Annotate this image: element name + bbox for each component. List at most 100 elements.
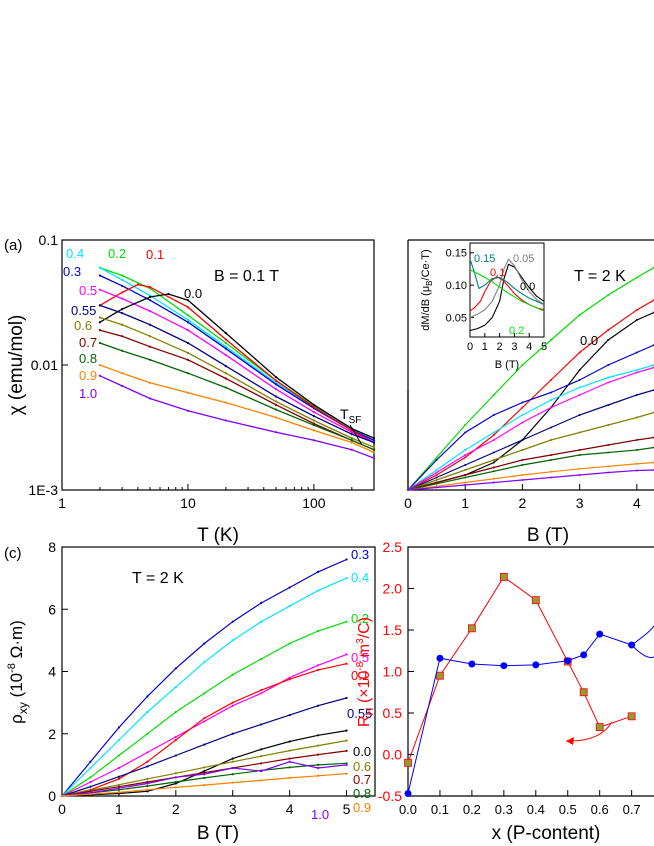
panel-b-series-0_5-line bbox=[407, 366, 654, 491]
panel-d-red-series-point-4 bbox=[531, 596, 540, 605]
panel-a-series-1_0-point-1 bbox=[120, 384, 124, 388]
panel-c-series-0_0-point-7 bbox=[260, 748, 263, 751]
panel-b-series-0_7-point-7 bbox=[607, 444, 610, 446]
panel-c-series-0_3-point-3 bbox=[146, 695, 149, 698]
panel-c-label-0_1: 0.1 bbox=[351, 668, 369, 683]
panel-b-series-0_8-point-4 bbox=[521, 464, 524, 466]
panel-c-series-1_0-point-2 bbox=[117, 787, 121, 790]
panel-a-series-1_0-point-2 bbox=[148, 397, 152, 400]
panel-b-series-1_0-point-4 bbox=[521, 479, 524, 481]
panel-d-blue-series-point-4 bbox=[532, 661, 540, 669]
panel-d-blue-series-point-0 bbox=[404, 790, 412, 798]
panel-c-series-0_2-point-6 bbox=[231, 673, 234, 676]
panel-c-series-0_1-point-4 bbox=[174, 738, 177, 742]
panel-c-annotation: T = 2 K bbox=[132, 570, 184, 587]
panel-c-xtick-label-2: 2 bbox=[172, 801, 180, 817]
panel-c-series-0_4-point-2 bbox=[117, 738, 121, 742]
panel-a-series-0_0-point-7 bbox=[312, 403, 316, 406]
panel-c-series-0_2-point-1 bbox=[89, 776, 92, 779]
panel-b-series-0_3-point-5 bbox=[550, 391, 553, 394]
panel-d-hall-coefficient: 0.0 0.1 0.2 0.3 0.4 0.5 0.6 0.7-0.50.00.51.01.5… bbox=[355, 539, 654, 844]
panel-d-ytick-label-1: 0.0 bbox=[383, 747, 403, 763]
panel-a-xtick-label-2: 100 bbox=[302, 495, 326, 511]
panel-b-series-0_2-point-6 bbox=[578, 314, 581, 316]
panel-a-series-0_55-point-6 bbox=[312, 415, 316, 418]
panel-b-xtick-label-4: 4 bbox=[633, 495, 641, 511]
panel-b-series-0_6-point-3 bbox=[492, 459, 495, 461]
panel-a-series-0_1-point-4 bbox=[186, 306, 190, 309]
panel-b-series-0_9-point-3 bbox=[492, 477, 495, 480]
panel-b-series-0_8-point-1 bbox=[435, 482, 438, 485]
panel-c-series-0_8-point-2 bbox=[117, 788, 121, 791]
panel-b-series-0_2-point-3 bbox=[492, 394, 495, 396]
panel-a-series-0_0-point-3 bbox=[167, 292, 170, 296]
panel-d-red-arrowhead bbox=[566, 737, 574, 745]
panel-d-red-series-point-3 bbox=[499, 572, 508, 581]
panel-a-series-0_9-point-2 bbox=[148, 381, 152, 384]
panel-a-label-0_3: 0.3 bbox=[63, 264, 81, 279]
panel-a-label-0_7: 0.7 bbox=[79, 335, 97, 350]
panel-c-series-0_4-line bbox=[61, 577, 347, 797]
panel-a-series-labels: 0.2 0.4 0.3 0.1 0.5 0.0 0.550.6 0.70.8 0.9 1.0 bbox=[63, 246, 202, 401]
panel-a-series-0_6-point-1 bbox=[120, 323, 124, 326]
panel-c-series-0_3-point-6 bbox=[231, 620, 234, 623]
panel-b-series-0_3-point-3 bbox=[492, 414, 495, 416]
panel-a-series-1_0-point-0 bbox=[98, 374, 102, 377]
panel-a-series-0_0-point-9 bbox=[372, 437, 376, 440]
inset-ylabel: dM/dB (μB/Ce·T) bbox=[420, 249, 434, 330]
panel-c-series-0_1-point-9 bbox=[316, 668, 320, 672]
panel-b-series-0_55-point-8 bbox=[635, 394, 638, 396]
panel-b-series-0_3-point-4 bbox=[521, 401, 524, 404]
panel-a-series-0_55-point-7 bbox=[350, 433, 353, 436]
panel-d-blue-tail bbox=[631, 625, 654, 658]
panel-b-inset: 0 1 2 3 4 5 0.05 0.10 0.15 0.0 0.05 0.1 0.15 0.2 dM/… bbox=[420, 242, 547, 371]
panel-b-series-1_0-point-2 bbox=[464, 484, 467, 486]
panel-d-red-series-point-7 bbox=[595, 723, 604, 732]
panel-a-label-0_6: 0.6 bbox=[74, 318, 92, 333]
panel-c-series-0_9-point-8 bbox=[288, 776, 291, 780]
panel-a-series-0_5-point-5 bbox=[274, 388, 278, 391]
panel-b-series-1_0-point-3 bbox=[492, 481, 495, 484]
panel-c-series-0_9-point-4 bbox=[174, 786, 177, 789]
panel-c-series-0_4-point-1 bbox=[89, 766, 92, 770]
panel-b-series-0_0-point-7 bbox=[607, 339, 610, 341]
panel-b-annotation: T = 2 K bbox=[574, 268, 626, 285]
panel-c-label-0_55: 0.55 bbox=[347, 706, 372, 721]
panel-c-series-0_55-line bbox=[61, 697, 347, 797]
panel-a-series-0_8-point-1 bbox=[120, 349, 124, 352]
panel-a-series-0_1-point-3 bbox=[148, 285, 152, 289]
panel-b-series-0_1-point-6 bbox=[578, 351, 581, 354]
panel-c-xtick-label-4: 4 bbox=[286, 801, 294, 817]
panel-a-series-0_4-point-4 bbox=[224, 345, 227, 348]
panel-b-series-0_8-point-6 bbox=[578, 454, 581, 456]
panel-d-ytick-label-5: 2.0 bbox=[383, 581, 403, 597]
panel-c-series-0_4-point-8 bbox=[288, 605, 291, 608]
panel-c-series-0_5-point-9 bbox=[316, 664, 320, 667]
panel-c-series-0_7-point-7 bbox=[260, 762, 263, 765]
panel-c-series-0_3-point-7 bbox=[260, 601, 263, 605]
inset-series bbox=[469, 258, 545, 332]
panel-b-series-0_1-point-5 bbox=[550, 379, 553, 381]
panel-a-ticks: 1 10 100 1E-3 0.01 0.1 bbox=[28, 232, 375, 511]
panel-c-series-0_1-point-6 bbox=[231, 701, 234, 704]
panel-d-red-series-point-6 bbox=[579, 688, 588, 697]
panel-c-series-0_4-point-3 bbox=[146, 710, 149, 714]
panel-c-series-0_9-point-9 bbox=[316, 774, 320, 777]
panel-c-series-0_2-point-5 bbox=[203, 692, 206, 695]
panel-b-series-0_5-point-7 bbox=[607, 381, 610, 384]
panel-d-ytick-label-6: 2.5 bbox=[383, 539, 403, 555]
panel-c-series-0_6-point-10 bbox=[345, 739, 348, 742]
panel-b-series-0_3-point-6 bbox=[578, 379, 581, 381]
panel-a-series-0_8-point-7 bbox=[350, 439, 353, 442]
inset-series-labels: 0.0 0.05 0.1 0.15 0.2 bbox=[474, 253, 535, 337]
panel-b-xtick-label-3: 3 bbox=[576, 495, 584, 511]
panel-a-series-0_9-point-7 bbox=[350, 441, 353, 444]
panel-b-series-0_0-point-3 bbox=[492, 461, 495, 464]
panel-b-series-0_3-point-2 bbox=[464, 431, 467, 434]
panel-d-red-series-point-1 bbox=[436, 671, 444, 680]
panel-b-series-0_1-point-2 bbox=[464, 456, 467, 459]
panel-c-series-0_2-point-8 bbox=[288, 642, 291, 645]
panel-d-ytick-label-3: 1.0 bbox=[383, 664, 403, 680]
panel-b-xlabel: B (T) bbox=[527, 525, 569, 546]
